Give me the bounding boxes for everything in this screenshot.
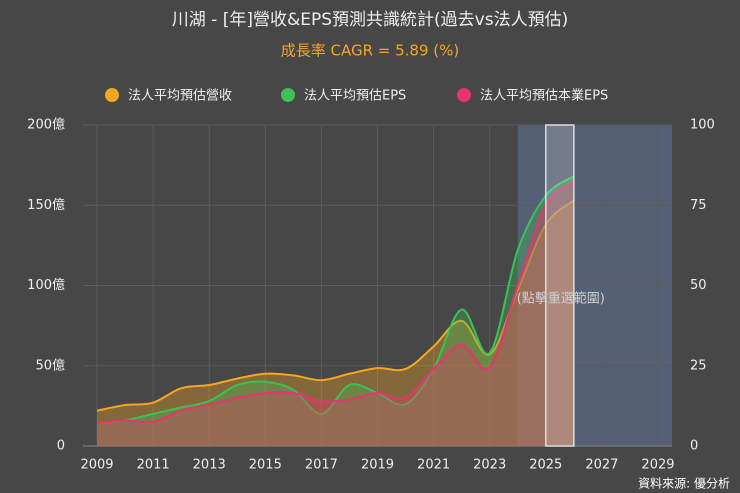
y-tick-label: 0 — [57, 439, 65, 454]
chart-subtitle: 成長率 CAGR = 5.89 (%) — [281, 42, 460, 60]
y-tick-label: 100億 — [27, 277, 65, 293]
source: 資料來源: 優分析 — [638, 477, 730, 491]
y2-tick-label: 0 — [690, 439, 698, 454]
series-area — [97, 200, 574, 446]
highlight-range — [545, 124, 575, 447]
x-tick-label: 2027 — [585, 458, 618, 473]
legend-label: 法人平均預估本業EPS — [480, 88, 608, 104]
annotation: (點擊重選範圍) — [517, 291, 605, 307]
legend-label: 法人平均預估EPS — [304, 89, 406, 104]
y2-tick-label: 75 — [690, 198, 707, 213]
series-line — [96, 181, 575, 425]
series-area — [97, 176, 574, 447]
x-tick-label: 2023 — [473, 458, 506, 473]
y-tick-label: 150億 — [27, 197, 65, 213]
legend-label: 法人平均預估營收 — [128, 89, 232, 104]
y-tick-label: 50億 — [35, 357, 65, 373]
legend-marker — [281, 88, 295, 102]
chart-title: 川湖 - [年]營收&EPS預測共識統計(過去vs法人預估) — [172, 10, 568, 30]
x-tick-label: 2011 — [137, 458, 170, 473]
x-tick-label: 2013 — [193, 458, 226, 473]
series-area — [97, 182, 574, 446]
y2-tick-label: 50 — [690, 278, 707, 293]
x-tick-label: 2019 — [361, 458, 394, 473]
series-line — [96, 175, 575, 425]
x-tick-label: 2021 — [417, 458, 450, 473]
legend-marker — [105, 88, 119, 102]
y2-tick-label: 100 — [690, 118, 715, 133]
x-tick-label: 2015 — [249, 458, 282, 473]
legend-marker — [457, 88, 471, 102]
y-tick-label: 200億 — [27, 117, 65, 133]
x-tick-label: 2029 — [641, 458, 674, 473]
y2-tick-label: 25 — [690, 358, 707, 373]
x-tick-label: 2017 — [305, 458, 338, 473]
series-line — [96, 199, 575, 412]
x-tick-label: 2025 — [529, 458, 562, 473]
x-tick-label: 2009 — [80, 458, 113, 473]
